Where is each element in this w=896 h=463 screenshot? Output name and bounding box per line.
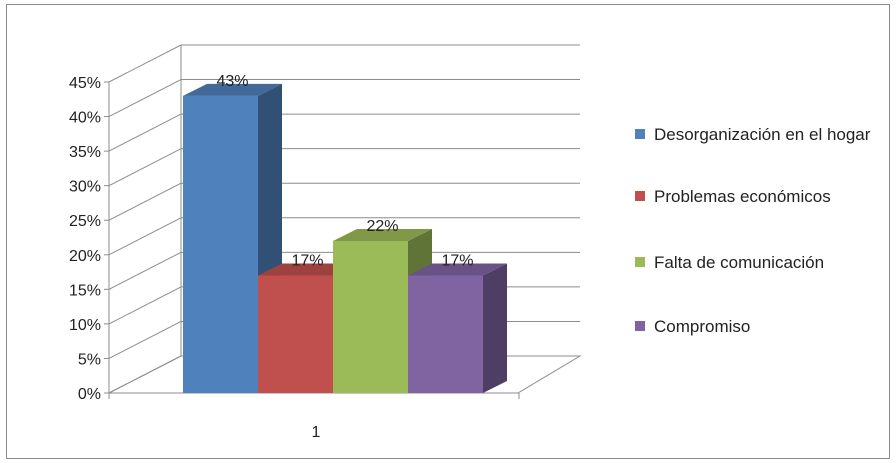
legend-label: Falta de comunicación: [654, 253, 825, 272]
gridline-side: [108, 320, 182, 359]
y-tick-label: 45%: [69, 75, 101, 92]
y-tick-label: 0%: [78, 386, 101, 403]
chart-frame: 0% 5% 10% 15% 20% 25% 30% 35% 40% 45% 43% 17% 22% 17…: [6, 4, 890, 459]
data-label: 17%: [291, 253, 323, 270]
y-axis-ticks: 0% 5% 10% 15% 20% 25% 30% 35% 40% 45%: [69, 75, 109, 403]
legend-label: Problemas económicos: [654, 187, 831, 206]
y-tick-label: 40%: [69, 110, 101, 127]
data-label: 22%: [366, 218, 398, 235]
legend-label: Desorganización en el hogar: [654, 125, 871, 144]
gridline-side: [108, 355, 182, 394]
gridline-side: [108, 217, 182, 256]
bar-front: [408, 275, 483, 393]
gridline-side: [108, 286, 182, 325]
legend-swatch: [635, 257, 645, 267]
y-tick-label: 10%: [69, 317, 101, 334]
gridline-side: [108, 182, 182, 221]
chart-plot: 0% 5% 10% 15% 20% 25% 30% 35% 40% 45% 43% 17% 22% 17…: [69, 44, 582, 441]
bar-3: [408, 263, 507, 393]
gridline-side: [108, 79, 182, 118]
x-axis-ticks: 1: [108, 393, 520, 441]
y-tick-label: 25%: [69, 213, 101, 230]
y-tick-label: 20%: [69, 248, 101, 265]
bar-top: [333, 228, 432, 241]
gridline-side: [108, 113, 182, 152]
data-labels: 43% 17% 22% 17%: [216, 73, 473, 270]
bar-top: [183, 83, 282, 96]
legend-swatch: [635, 129, 645, 139]
data-label: 43%: [216, 73, 248, 90]
bar-front: [333, 240, 408, 393]
y-tick-label: 15%: [69, 282, 101, 299]
legend-swatch: [635, 191, 645, 201]
bar-top: [258, 263, 357, 276]
bar-front: [183, 95, 258, 394]
bar-side: [483, 263, 507, 393]
y-tick-label: 5%: [78, 351, 101, 368]
bar-front: [258, 275, 333, 393]
y-tick-label: 30%: [69, 179, 101, 196]
legend-label: Compromiso: [654, 317, 751, 336]
x-tick-label: 1: [312, 424, 321, 441]
bars: [183, 83, 507, 394]
gridline-side: [108, 251, 182, 290]
data-label: 17%: [441, 253, 473, 270]
y-tick-label: 35%: [69, 144, 101, 161]
gridline-side: [108, 148, 182, 187]
legend-swatch: [635, 321, 645, 331]
gridline-side: [108, 44, 182, 83]
bar-top: [408, 263, 507, 276]
